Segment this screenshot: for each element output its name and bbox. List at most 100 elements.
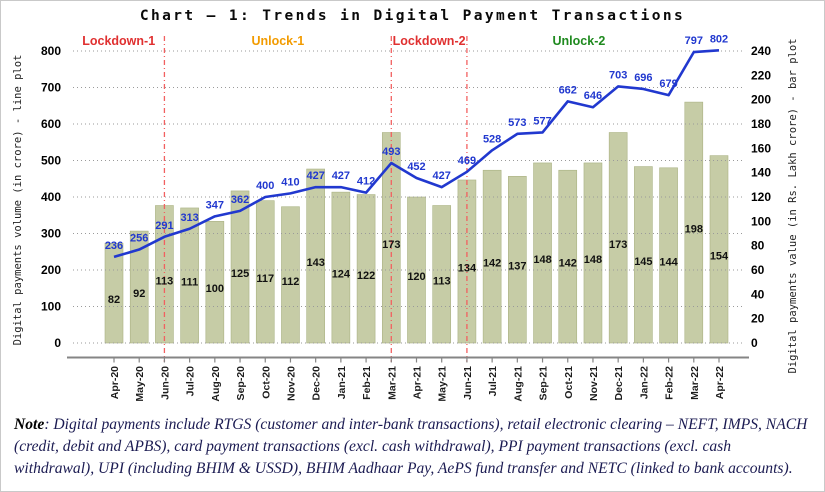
- bar: [583, 162, 603, 344]
- y-axis-tick-left: 800: [41, 44, 61, 58]
- chart-canvas: Lockdown-1 Unlock-1 Lockdown-2 Unlock-2 82 92…: [12, 33, 799, 402]
- bar-value-label: 117: [256, 273, 274, 285]
- bar: [205, 221, 225, 344]
- y-axis-tick-right: 220: [751, 68, 771, 82]
- line-point-label: 427: [306, 170, 324, 182]
- bar-value-label: 92: [133, 288, 145, 300]
- bar: [306, 168, 325, 344]
- bar-value-label: 173: [609, 239, 627, 251]
- line-point-label: 410: [281, 176, 299, 188]
- x-axis-label: May-21: [437, 366, 449, 402]
- line-point-label: 362: [231, 194, 249, 206]
- x-axis-label: Apr-20: [109, 366, 121, 399]
- y-axis-tick-right: 140: [751, 166, 771, 180]
- chart-note: Note: Digital payments include RTGS (cus…: [14, 414, 811, 480]
- x-axis-label: Jun-21: [462, 366, 474, 400]
- x-axis-label: Nov-21: [588, 366, 600, 401]
- bar-value-label: 173: [382, 239, 400, 251]
- line-point-label: 256: [130, 233, 148, 245]
- y-axis-tick-right: 160: [751, 141, 771, 155]
- bar-value-label: 144: [659, 256, 678, 268]
- y-axis-tick-right: 240: [751, 44, 771, 58]
- y-axis-tick-left: 500: [41, 154, 61, 168]
- period-label: Unlock-1: [251, 34, 304, 48]
- bar-value-label: 82: [108, 294, 120, 306]
- line-point-label: 577: [533, 115, 551, 127]
- line-point-label: 313: [180, 212, 198, 224]
- x-axis-label: Mar-22: [689, 366, 701, 400]
- bar-value-label: 198: [685, 224, 703, 236]
- note-text: : Digital payments include RTGS (custome…: [14, 416, 808, 478]
- bar-value-label: 148: [584, 254, 602, 266]
- x-axis-label: Jun-20: [159, 366, 171, 400]
- y-axis-tick-left: 100: [41, 300, 61, 314]
- line-point-label: 528: [483, 133, 501, 145]
- y-axis-tick-right: 100: [751, 214, 771, 228]
- y-axis-tick-right: 80: [751, 239, 765, 253]
- x-axis-label: Feb-21: [361, 366, 373, 400]
- line-point-label: 802: [710, 33, 728, 45]
- bar: [508, 176, 527, 344]
- bar-value-label: 142: [559, 258, 577, 270]
- line-point-label: 493: [382, 146, 400, 158]
- bar: [482, 169, 502, 344]
- bar-value-label: 113: [156, 275, 174, 287]
- x-axis-label: Feb-22: [664, 366, 676, 400]
- line-point-label: 236: [105, 240, 123, 252]
- bar: [356, 194, 376, 344]
- bar-value-label: 145: [634, 256, 652, 268]
- bar: [331, 191, 351, 344]
- x-axis-label: Aug-21: [512, 366, 524, 402]
- line-point-label: 797: [685, 35, 703, 47]
- bar-value-label: 122: [357, 270, 375, 282]
- x-axis-label: Jan-21: [336, 366, 348, 399]
- bar-value-label: 134: [458, 262, 477, 274]
- line-point-label: 427: [433, 170, 451, 182]
- line-point-label: 427: [332, 170, 350, 182]
- note-label: Note: [14, 416, 45, 433]
- line-point-label: 646: [584, 90, 602, 102]
- bar-value-label: 113: [433, 275, 451, 287]
- x-axis-label: Sep-20: [235, 366, 247, 401]
- bar: [129, 230, 149, 344]
- period-label: Unlock-2: [553, 34, 606, 48]
- y-axis-tick-right: 40: [751, 287, 765, 301]
- x-axis-label: Dec-20: [311, 366, 323, 401]
- x-axis-label: Mar-21: [386, 366, 398, 400]
- y-axis-tick-right: 0: [751, 336, 758, 350]
- x-axis-label: Oct-21: [563, 366, 575, 399]
- bar: [457, 179, 477, 344]
- line-point-label: 452: [407, 161, 425, 173]
- y-axis-tick-left: 300: [41, 227, 61, 241]
- bar: [659, 167, 678, 344]
- bar-value-label: 124: [332, 269, 351, 281]
- bar-value-label: 137: [508, 261, 526, 273]
- period-label: Lockdown-1: [82, 34, 155, 48]
- bar: [104, 242, 124, 344]
- y-axis-tick-left: 600: [41, 117, 61, 131]
- x-axis-label: Apr-21: [412, 366, 424, 399]
- bar: [230, 190, 250, 344]
- line-point-label: 703: [609, 69, 627, 81]
- bar: [432, 205, 452, 344]
- bar-value-label: 100: [206, 283, 224, 295]
- bar-value-label: 142: [483, 258, 501, 270]
- y-axis-tick-right: 200: [751, 93, 771, 107]
- line-point-label: 412: [357, 176, 375, 188]
- x-axis-label: Sep-21: [538, 366, 550, 401]
- y-axis-tick-left: 400: [41, 190, 61, 204]
- line-point-label: 679: [659, 78, 677, 90]
- line-point-label: 291: [155, 220, 173, 232]
- bar-value-label: 111: [181, 276, 198, 288]
- bar: [533, 162, 552, 344]
- line-point-label: 573: [508, 117, 526, 129]
- line-point-label: 662: [559, 84, 577, 96]
- line-point-label: 696: [634, 72, 652, 84]
- x-axis-label: Jul-21: [487, 366, 499, 397]
- bar-value-label: 125: [231, 268, 249, 280]
- bar: [407, 196, 426, 344]
- bar-value-label: 148: [533, 254, 551, 266]
- bar: [281, 206, 300, 344]
- bar-value-label: 120: [407, 271, 425, 283]
